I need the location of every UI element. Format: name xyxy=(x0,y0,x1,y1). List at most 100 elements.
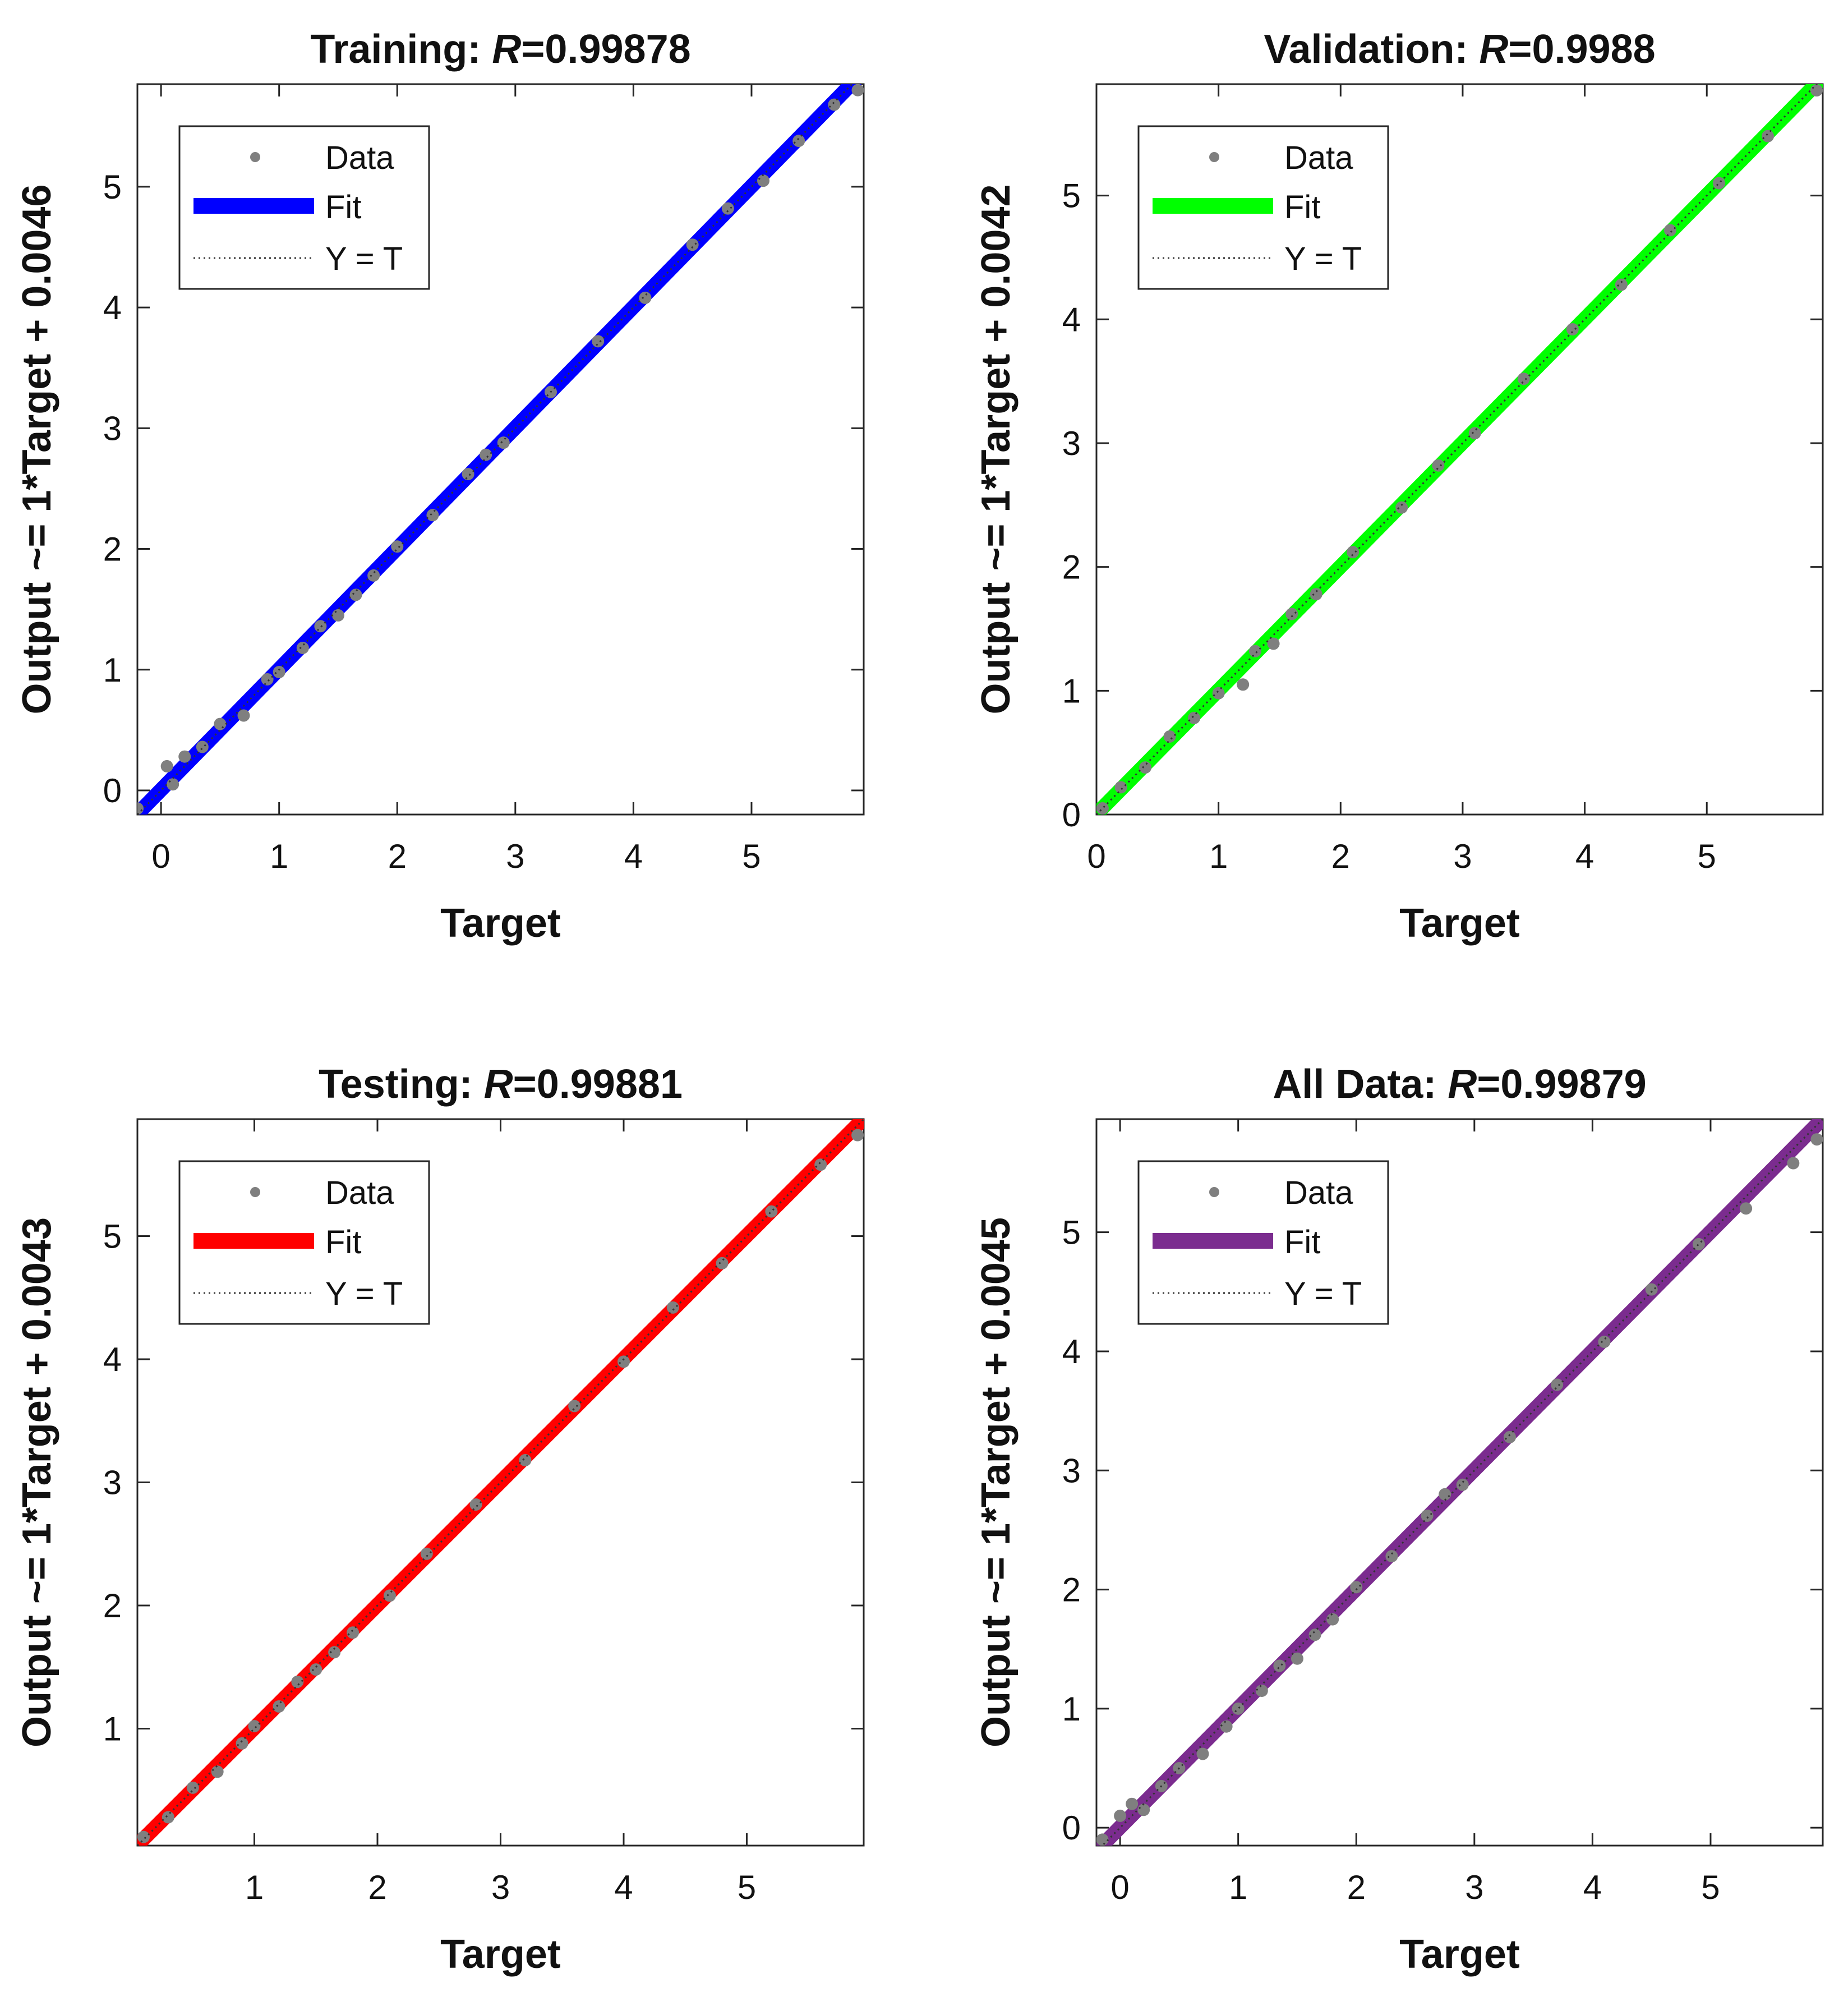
legend-data-marker xyxy=(250,1187,260,1197)
data-point xyxy=(1456,1478,1469,1491)
data-point xyxy=(1395,501,1408,514)
chart-title: Validation: R=0.9988 xyxy=(1264,27,1655,72)
data-point xyxy=(1432,459,1445,472)
x-tick-label: 0 xyxy=(151,838,170,875)
data-point xyxy=(1220,1720,1233,1733)
data-point xyxy=(765,1205,778,1218)
data-point xyxy=(420,1547,433,1560)
legend-identity-label: Y = T xyxy=(1284,1276,1362,1312)
data-point xyxy=(314,620,327,633)
x-tick-label: 2 xyxy=(368,1869,386,1906)
x-axis-label: Target xyxy=(1399,1932,1520,1977)
data-point xyxy=(716,1257,729,1269)
y-tick-label: 0 xyxy=(103,772,122,809)
legend-data-label: Data xyxy=(1284,140,1353,176)
x-tick-label: 2 xyxy=(388,838,407,875)
data-point xyxy=(617,1355,630,1368)
legend-identity-label: Y = T xyxy=(1284,241,1362,277)
data-point xyxy=(1188,711,1201,724)
data-point xyxy=(236,1737,248,1750)
title-r-symbol: R xyxy=(492,27,521,72)
chart-title: Testing: R=0.99881 xyxy=(319,1062,683,1107)
data-point xyxy=(296,642,309,655)
data-point xyxy=(160,760,173,772)
x-tick-label: 3 xyxy=(506,838,524,875)
x-tick-label: 4 xyxy=(614,1869,633,1906)
x-tick-label: 2 xyxy=(1331,838,1350,875)
x-axis-label: Target xyxy=(440,1932,561,1977)
data-point xyxy=(186,1781,199,1794)
data-point xyxy=(480,448,492,461)
data-point xyxy=(1196,1747,1209,1760)
data-point xyxy=(310,1663,322,1676)
data-point xyxy=(211,1765,224,1778)
x-tick-label: 1 xyxy=(270,838,288,875)
data-point xyxy=(1810,1133,1823,1146)
data-point xyxy=(1810,84,1823,97)
data-point xyxy=(367,569,380,582)
data-point xyxy=(792,135,805,148)
y-tick-label: 2 xyxy=(103,1587,122,1625)
y-axis-label: Output ~= 1*Target + 0.0042 xyxy=(974,184,1019,714)
data-point xyxy=(1762,130,1775,142)
y-axis-label: Output ~= 1*Target + 0.0046 xyxy=(15,184,59,714)
data-point xyxy=(1598,1335,1611,1348)
identity-line xyxy=(1101,1119,1823,1846)
legend: Data Fit Y = T xyxy=(1137,125,1389,290)
x-tick-label: 3 xyxy=(491,1869,510,1906)
x-tick-label: 4 xyxy=(1575,838,1594,875)
title-r-symbol: R xyxy=(1479,27,1508,72)
data-point xyxy=(851,1129,864,1142)
x-axis-label: Target xyxy=(440,901,561,946)
data-point xyxy=(1096,802,1109,815)
data-point xyxy=(497,436,510,449)
x-axis-label: Target xyxy=(1399,901,1520,946)
chart-title: All Data: R=0.99879 xyxy=(1273,1062,1646,1107)
data-point xyxy=(686,238,699,251)
data-point xyxy=(1326,1613,1339,1626)
data-point xyxy=(1566,323,1579,335)
identity-line xyxy=(137,84,854,815)
y-tick-label: 4 xyxy=(1062,301,1081,338)
data-point xyxy=(1255,1685,1268,1697)
y-tick-label: 2 xyxy=(103,531,122,568)
legend-fit-label: Fit xyxy=(1284,1224,1320,1260)
data-point xyxy=(1713,177,1725,190)
plot-layer xyxy=(137,1119,864,1846)
data-point xyxy=(426,509,439,522)
data-point xyxy=(721,202,734,215)
data-point xyxy=(1310,588,1322,601)
data-point xyxy=(1740,1202,1753,1215)
legend-fit-swatch xyxy=(193,198,314,214)
legend-data-label: Data xyxy=(325,140,394,176)
y-tick-label: 5 xyxy=(103,168,122,206)
data-point xyxy=(237,709,250,722)
legend-fit-swatch xyxy=(193,1233,314,1249)
y-tick-label: 4 xyxy=(103,1341,122,1378)
data-point xyxy=(1163,730,1176,743)
y-tick-label: 0 xyxy=(1062,1809,1081,1847)
data-point xyxy=(1645,1283,1658,1296)
data-point xyxy=(1139,761,1152,774)
y-tick-label: 0 xyxy=(1062,796,1081,834)
y-tick-label: 2 xyxy=(1062,549,1081,586)
x-tick-label: 0 xyxy=(1087,838,1105,875)
legend: Data Fit Y = T xyxy=(178,1160,430,1325)
y-tick-label: 3 xyxy=(1062,1452,1081,1489)
x-tick-label: 3 xyxy=(1465,1869,1483,1906)
data-point xyxy=(248,1720,261,1733)
title-prefix: Training: xyxy=(310,27,492,72)
data-point xyxy=(1385,1550,1398,1563)
data-point xyxy=(1096,1833,1109,1846)
x-tick-label: 3 xyxy=(1453,838,1472,875)
x-tick-label: 0 xyxy=(1110,1869,1129,1906)
data-point xyxy=(1267,637,1280,650)
y-tick-label: 2 xyxy=(1062,1571,1081,1609)
legend: Data Fit Y = T xyxy=(178,125,430,290)
x-tick-label: 1 xyxy=(1209,838,1228,875)
data-point xyxy=(1248,645,1261,657)
data-point xyxy=(1137,1804,1150,1816)
data-point xyxy=(1663,224,1676,237)
data-point xyxy=(1350,1581,1363,1594)
